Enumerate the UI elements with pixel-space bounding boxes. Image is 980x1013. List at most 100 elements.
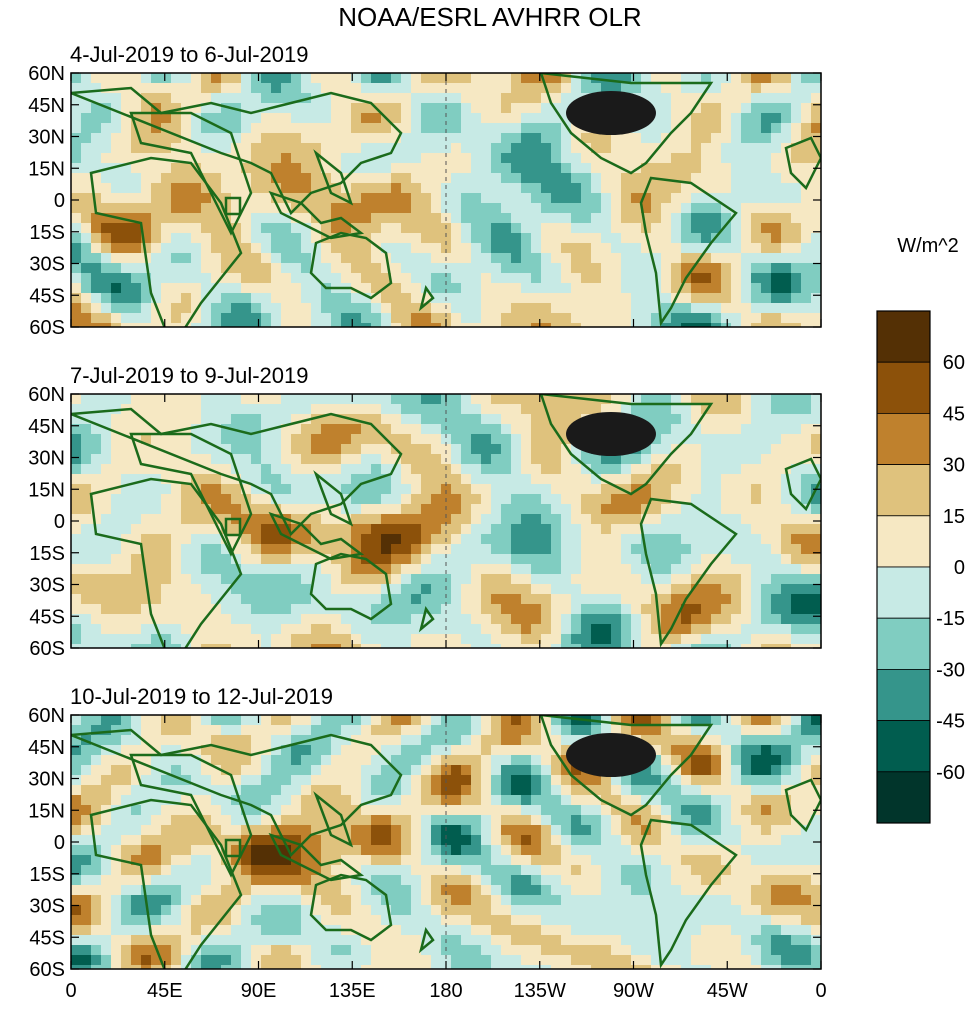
field-cell bbox=[421, 715, 432, 726]
field-cell bbox=[71, 835, 82, 846]
field-cell bbox=[651, 163, 662, 174]
field-cell bbox=[801, 273, 812, 284]
field-cell bbox=[91, 173, 102, 184]
field-cell bbox=[341, 564, 352, 575]
field-cell bbox=[801, 815, 812, 826]
field-cell bbox=[691, 564, 702, 575]
field-cell bbox=[511, 233, 522, 244]
field-cell bbox=[781, 484, 792, 495]
field-cell bbox=[351, 474, 362, 485]
field-cell bbox=[121, 464, 132, 475]
field-cell bbox=[581, 574, 592, 585]
field-cell bbox=[721, 835, 732, 846]
field-cell bbox=[641, 193, 652, 204]
field-cell bbox=[481, 594, 492, 605]
field-cell bbox=[421, 634, 432, 645]
field-cell bbox=[391, 564, 402, 575]
field-cell bbox=[511, 544, 522, 555]
field-cell bbox=[311, 765, 322, 776]
field-cell bbox=[131, 494, 142, 505]
field-cell bbox=[241, 283, 252, 294]
field-cell bbox=[421, 775, 432, 786]
field-cell bbox=[571, 835, 582, 846]
field-cell bbox=[481, 183, 492, 194]
field-cell bbox=[411, 614, 422, 625]
field-cell bbox=[561, 283, 572, 294]
field-cell bbox=[451, 775, 462, 786]
field-cell bbox=[681, 464, 692, 475]
field-cell bbox=[791, 444, 802, 455]
field-cell bbox=[381, 163, 392, 174]
field-cell bbox=[321, 544, 332, 555]
field-cell bbox=[551, 444, 562, 455]
field-cell bbox=[661, 765, 672, 776]
field-cell bbox=[141, 283, 152, 294]
field-cell bbox=[271, 203, 282, 214]
field-cell bbox=[591, 153, 602, 164]
field-cell bbox=[431, 424, 442, 435]
field-cell bbox=[121, 614, 132, 625]
field-cell bbox=[141, 785, 152, 796]
field-cell bbox=[81, 634, 92, 645]
field-cell bbox=[361, 83, 372, 94]
field-cell bbox=[351, 253, 362, 264]
field-cell bbox=[741, 715, 752, 726]
field-cell bbox=[791, 143, 802, 154]
field-cell bbox=[351, 604, 362, 615]
field-cell bbox=[171, 444, 182, 455]
field-cell bbox=[801, 644, 812, 649]
field-cell bbox=[71, 845, 82, 856]
field-cell bbox=[781, 283, 792, 294]
field-cell bbox=[411, 524, 422, 535]
field-cell bbox=[271, 634, 282, 645]
field-cell bbox=[481, 785, 492, 796]
field-cell bbox=[451, 404, 462, 415]
field-cell bbox=[131, 644, 142, 649]
field-cell bbox=[481, 634, 492, 645]
field-cell bbox=[611, 464, 622, 475]
field-cell bbox=[251, 273, 262, 284]
field-cell bbox=[551, 574, 562, 585]
field-cell bbox=[411, 755, 422, 766]
field-cell bbox=[591, 514, 602, 525]
field-cell bbox=[241, 574, 252, 585]
field-cell bbox=[81, 243, 92, 254]
field-cell bbox=[121, 715, 132, 726]
field-cell bbox=[801, 604, 812, 615]
field-cell bbox=[131, 624, 142, 635]
field-cell bbox=[591, 223, 602, 234]
field-cell bbox=[801, 745, 812, 756]
field-cell bbox=[521, 604, 532, 615]
field-cell bbox=[231, 775, 242, 786]
field-cell bbox=[711, 715, 722, 726]
field-cell bbox=[71, 424, 82, 435]
field-cell bbox=[661, 464, 672, 475]
field-cell bbox=[121, 414, 132, 425]
field-cell bbox=[611, 163, 622, 174]
field-cell bbox=[371, 494, 382, 505]
field-cell bbox=[401, 414, 412, 425]
field-cell bbox=[471, 574, 482, 585]
field-cell bbox=[151, 614, 162, 625]
field-cell bbox=[801, 103, 812, 114]
field-cell bbox=[361, 404, 372, 415]
field-cell bbox=[341, 725, 352, 736]
field-cell bbox=[291, 584, 302, 595]
field-cell bbox=[701, 424, 712, 435]
field-cell bbox=[451, 213, 462, 224]
field-cell bbox=[771, 484, 782, 495]
field-cell bbox=[101, 293, 112, 304]
field-cell bbox=[471, 454, 482, 465]
field-cell bbox=[121, 203, 132, 214]
field-cell bbox=[441, 313, 452, 324]
field-cell bbox=[311, 484, 322, 495]
field-cell bbox=[641, 564, 652, 575]
field-cell bbox=[811, 644, 822, 649]
field-cell bbox=[701, 745, 712, 756]
field-cell bbox=[351, 775, 362, 786]
field-cell bbox=[241, 313, 252, 324]
field-cell bbox=[671, 745, 682, 756]
field-cell bbox=[351, 213, 362, 224]
field-cell bbox=[771, 414, 782, 425]
field-cell bbox=[451, 815, 462, 826]
